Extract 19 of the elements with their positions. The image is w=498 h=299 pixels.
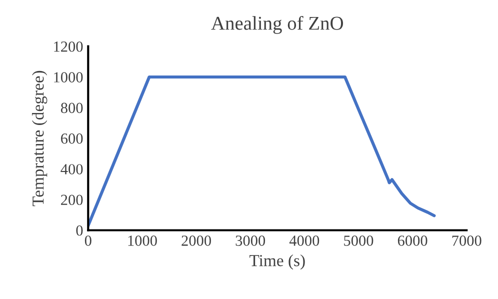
y-tick-label: 0: [76, 225, 83, 236]
y-axis-title: Temprature (degree): [32, 70, 48, 206]
x-tick-label: 6000: [398, 236, 428, 246]
y-tick-label: 1200: [54, 41, 83, 52]
x-tick-label: 1000: [128, 236, 157, 246]
y-tick-label: 600: [61, 133, 83, 144]
y-tick-label: 200: [61, 194, 83, 206]
x-tick-label: 3000: [236, 236, 266, 246]
x-tick-label: 4000: [289, 236, 320, 246]
y-tick-label: 1000: [54, 72, 83, 82]
x-tick-label: 2000: [182, 236, 211, 246]
chart-title: Anealing of ZnO: [211, 16, 344, 34]
x-tick-label: 5000: [344, 236, 374, 246]
y-tick-label: 400: [60, 164, 83, 174]
y-tick-label: 800: [60, 102, 83, 114]
x-tick-label: 7000: [452, 236, 482, 246]
x-tick-label: 0: [84, 236, 92, 246]
line-series: [88, 75, 436, 228]
x-axis-title: Time (s): [250, 254, 305, 270]
